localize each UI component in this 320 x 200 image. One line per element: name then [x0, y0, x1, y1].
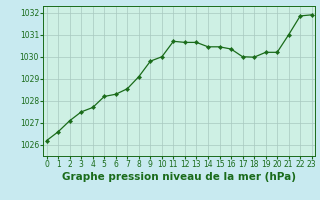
- X-axis label: Graphe pression niveau de la mer (hPa): Graphe pression niveau de la mer (hPa): [62, 172, 296, 182]
